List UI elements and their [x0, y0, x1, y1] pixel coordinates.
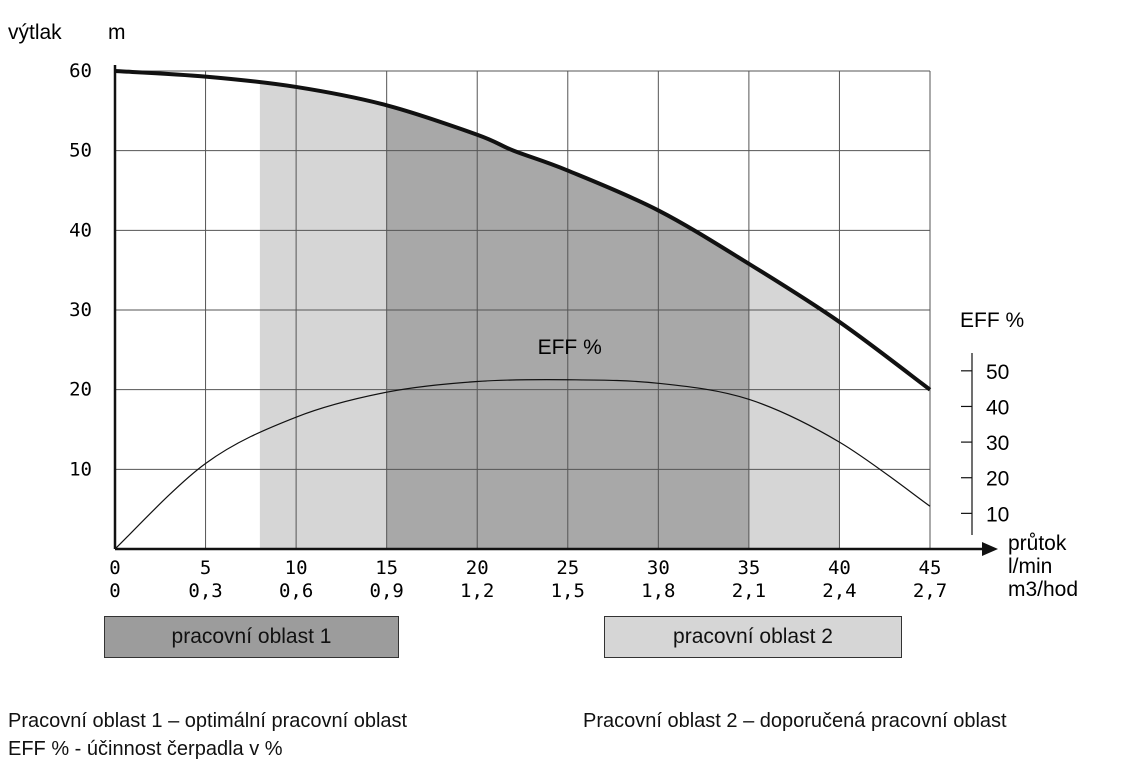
y-tick-label: 20 [69, 379, 92, 401]
note-zone2: Pracovní oblast 2 – doporučená pracovní … [583, 710, 1007, 732]
x-tick-label: 0 [109, 557, 120, 579]
x-tick-label: 40 [828, 557, 851, 579]
axis-labels: 10 20 30 40 50 60 0 5 10 15 20 25 30 35 40 45 0 0,3 0,6 0,9… [8, 21, 1078, 602]
y-axis-title: výtlak [8, 21, 62, 44]
x-axis-arrow [982, 542, 998, 556]
y-tick-label: 10 [69, 458, 92, 480]
x-tick-label-secondary: 0,3 [188, 580, 222, 602]
x-tick-label-secondary: 1,2 [460, 580, 494, 602]
x-axis-unit-lmin: l/min [1008, 555, 1052, 578]
x-tick-label: 5 [200, 557, 211, 579]
x-tick-label-secondary: 1,5 [551, 580, 585, 602]
legend-zone1-label: pracovní oblast 1 [171, 625, 332, 648]
y2-tick-label: 10 [986, 503, 1009, 526]
pump-curve-chart: 10 20 30 40 50 60 0 5 10 15 20 25 30 35 40 45 0 0,3 0,6 0,9… [8, 21, 1078, 602]
x-tick-label: 10 [285, 557, 308, 579]
x-tick-label: 15 [375, 557, 398, 579]
x-tick-label: 35 [737, 557, 760, 579]
x-axis-unit-m3hod: m3/hod [1008, 578, 1078, 601]
note-zone1: Pracovní oblast 1 – optimální pracovní o… [8, 710, 408, 732]
legend-zone2: pracovní oblast 2 [604, 616, 902, 658]
x-tick-label: 20 [466, 557, 489, 579]
y-tick-label: 40 [69, 219, 92, 241]
series-eff-line [114, 378, 931, 550]
y-tick-label: 50 [69, 140, 92, 162]
x-tick-label: 25 [556, 557, 579, 579]
x-tick-label: 45 [919, 557, 942, 579]
x-tick-label-secondary: 0,6 [279, 580, 313, 602]
y-tick-label: 60 [69, 60, 92, 82]
work-regions [259, 82, 840, 550]
y2-tick-label: 40 [986, 396, 1009, 419]
y-axis-unit: m [108, 21, 126, 44]
x-axis-title: průtok [1008, 532, 1067, 555]
y2-tick-label: 30 [986, 432, 1009, 455]
y2-tick-label: 20 [986, 468, 1009, 491]
x-tick-label-secondary: 2,7 [913, 580, 947, 602]
x-tick-label-secondary: 2,4 [822, 580, 856, 602]
series-head-line [114, 69, 932, 392]
x-tick-label-secondary: 0 [109, 580, 120, 602]
series-lines [114, 69, 932, 550]
x-tick-label-secondary: 0,9 [370, 580, 404, 602]
y2-tick-label: 50 [986, 361, 1009, 384]
axes [113, 65, 998, 556]
x-tick-label: 30 [647, 557, 670, 579]
legend-zone2-label: pracovní oblast 2 [673, 625, 833, 648]
x-tick-label-secondary: 2,1 [732, 580, 766, 602]
y-tick-label: 30 [69, 299, 92, 321]
note-eff: EFF % - účinnost čerpadla v % [8, 738, 283, 760]
x-tick-label-secondary: 1,8 [641, 580, 675, 602]
eff-annotation: EFF % [538, 336, 602, 359]
legend-zone1: pracovní oblast 1 [104, 616, 399, 658]
y2-axis-title: EFF % [960, 309, 1024, 332]
